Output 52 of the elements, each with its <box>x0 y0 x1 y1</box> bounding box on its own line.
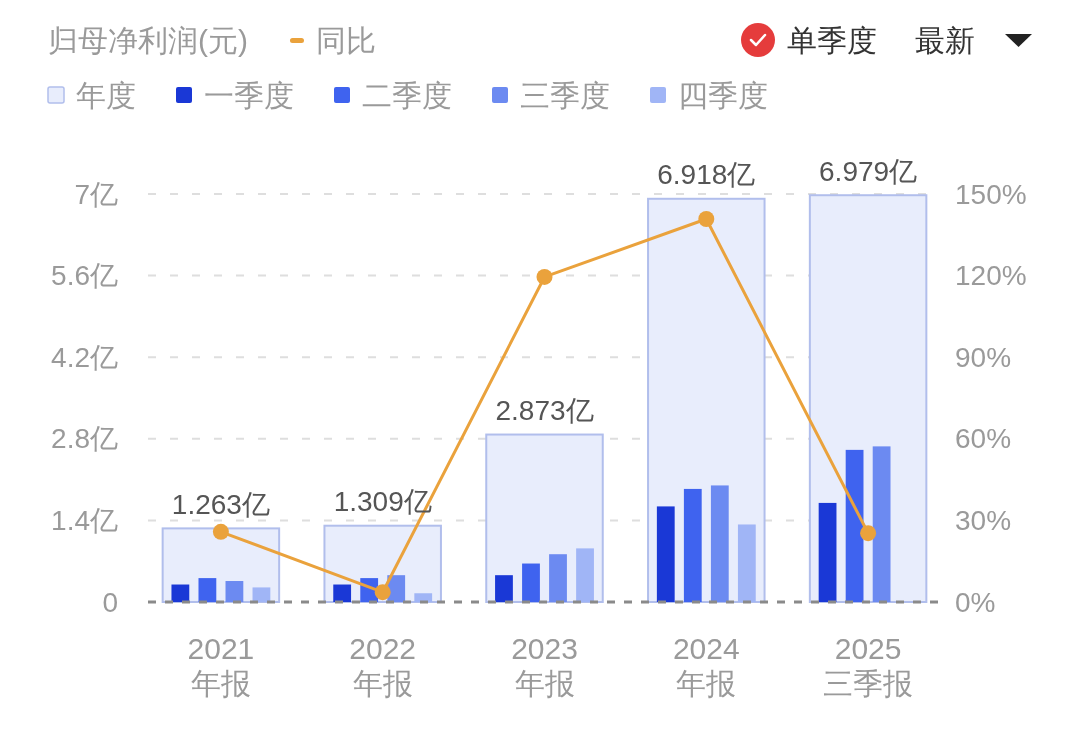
bar <box>495 575 513 602</box>
bar <box>414 593 433 602</box>
data-label: 6.979亿 <box>819 155 918 187</box>
legend-label: 一季度 <box>204 78 294 112</box>
bar <box>710 485 729 602</box>
bar <box>576 548 594 602</box>
legend-label: 四季度 <box>678 78 768 112</box>
y-tick-label: 5.6亿 <box>51 260 118 292</box>
data-label: 2.873亿 <box>495 395 594 427</box>
legend-label: 同比 <box>315 23 376 57</box>
data-label: 1.263亿 <box>171 488 270 520</box>
legend-label: 二季度 <box>362 78 452 112</box>
y2-tick-label: 60% <box>955 423 1012 455</box>
point <box>536 268 553 285</box>
x-tick-label: 2023 年报 <box>511 631 578 700</box>
bar <box>225 581 244 602</box>
x-tick-label: 2025 三季报 <box>823 631 914 700</box>
y2-tick-label: 0% <box>955 586 996 618</box>
bar <box>656 506 675 602</box>
point <box>860 525 877 542</box>
bar <box>683 488 702 602</box>
y2-tick-label: 120% <box>955 260 1027 292</box>
y-tick-label: 7亿 <box>74 178 118 210</box>
bar <box>171 584 190 602</box>
legend-label: 三季度 <box>520 78 610 112</box>
point <box>698 211 715 228</box>
text: 最新 <box>915 23 975 57</box>
y2-tick-label: 30% <box>955 504 1012 536</box>
bar <box>549 554 567 602</box>
text: 单季度 <box>787 23 877 57</box>
bar <box>872 446 891 602</box>
bar <box>522 563 540 602</box>
chart-title: 归母净利润(元) <box>48 23 248 57</box>
bar <box>198 578 217 602</box>
x-tick-label: 2024 年报 <box>672 631 740 700</box>
legend-label: 年度 <box>76 78 136 112</box>
bar <box>818 502 837 602</box>
data-label: 6.918亿 <box>657 159 756 191</box>
x-tick-label: 2021 年报 <box>187 631 255 700</box>
bar <box>333 584 352 602</box>
bar <box>845 449 864 602</box>
x-tick-label: 2022 年报 <box>349 631 417 700</box>
y2-tick-label: 150% <box>955 178 1027 210</box>
point <box>212 523 229 540</box>
y2-tick-label: 90% <box>955 341 1012 373</box>
y-tick-label: 2.8亿 <box>51 423 118 455</box>
point <box>374 584 391 601</box>
y-tick-label: 1.4亿 <box>51 504 118 536</box>
y-tick-label: 4.2亿 <box>51 341 118 373</box>
bar <box>252 587 271 602</box>
y-tick-label: 0 <box>102 586 118 618</box>
bar <box>737 524 756 602</box>
